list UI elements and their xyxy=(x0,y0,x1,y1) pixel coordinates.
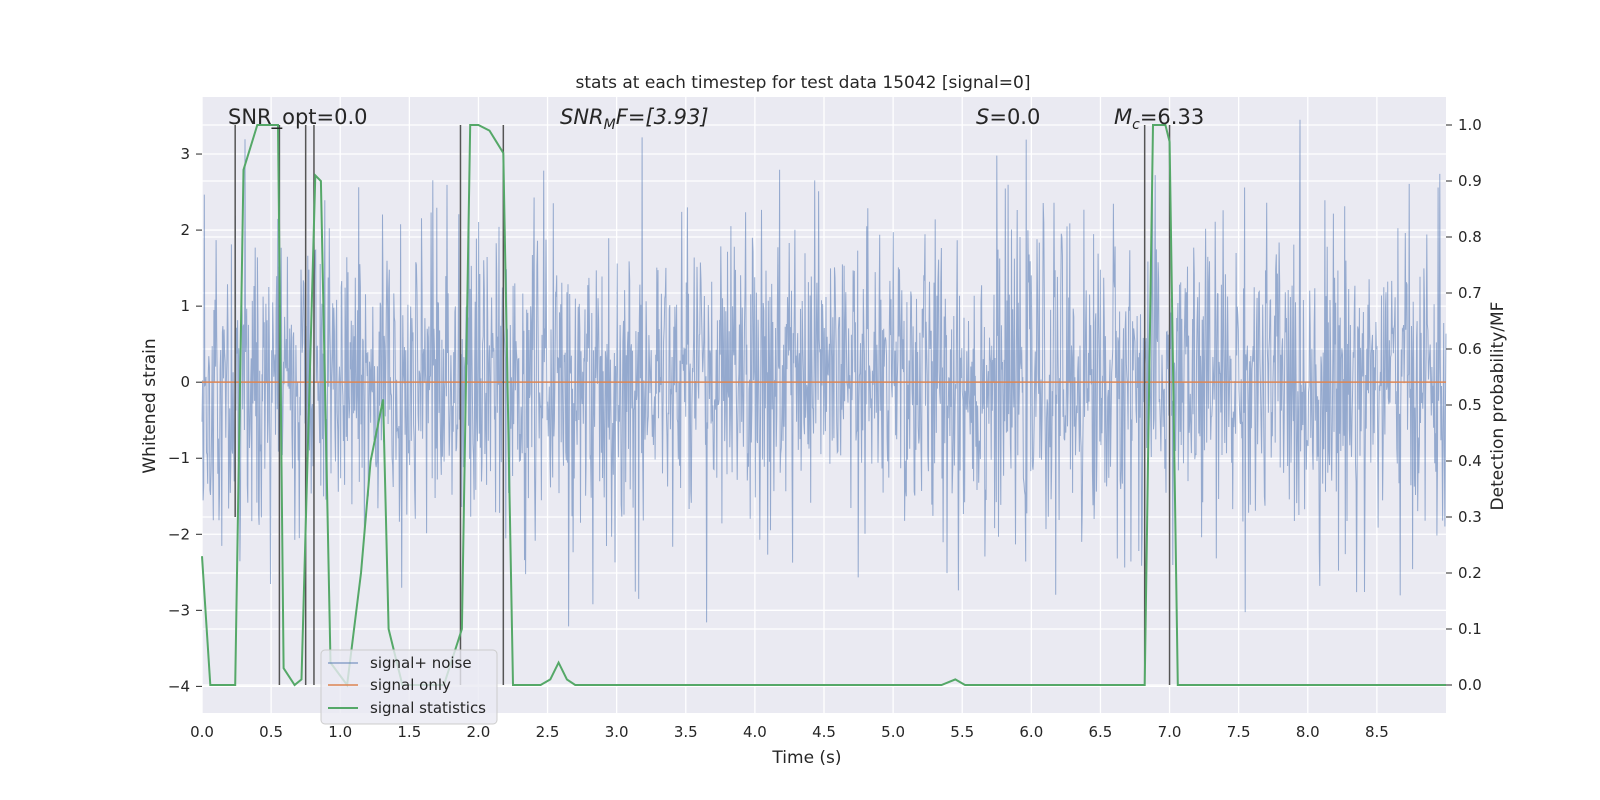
y-tick-label-right: 1.0 xyxy=(1458,116,1482,134)
x-tick-label: 6.0 xyxy=(1019,723,1043,741)
signal-statistics-line xyxy=(201,124,1446,688)
chart-title: stats at each timestep for test data 150… xyxy=(576,73,1031,93)
y-axis-label-right: Detection probability/MF xyxy=(1488,302,1508,511)
annotation-snr-mf-var: SNR xyxy=(560,105,604,129)
x-tick-label: 4.5 xyxy=(812,723,836,741)
x-tick-label: 8.0 xyxy=(1296,723,1320,741)
x-tick-label: 0.0 xyxy=(190,723,214,741)
x-tick-label: 0.5 xyxy=(259,723,283,741)
y-tick-label: 1 xyxy=(180,297,190,315)
y-tick-label: −1 xyxy=(168,449,190,467)
signal-statistics-series xyxy=(201,124,1446,688)
annotation-s-var: S xyxy=(976,105,989,129)
annotation-snr-mf-sub: M xyxy=(604,117,616,133)
annotation-mc-var: M xyxy=(1114,105,1132,129)
y-ticks-left: 3 2 1 0 −1 −2 −3 −4 xyxy=(168,145,202,695)
y-tick-label-right: 0.9 xyxy=(1458,172,1482,190)
x-tick-label: 2.5 xyxy=(536,723,560,741)
y-tick-label-right: 0.6 xyxy=(1458,340,1482,358)
legend-label-noise: signal+ noise xyxy=(370,654,472,672)
y-tick-label-right: 0.8 xyxy=(1458,228,1482,246)
y-tick-label: 0 xyxy=(180,373,190,391)
y-tick-label: −4 xyxy=(168,677,190,695)
x-tick-label: 1.0 xyxy=(328,723,352,741)
y-tick-label-right: 0.3 xyxy=(1458,508,1482,526)
annotation-mc: Mc=6.33 xyxy=(1114,105,1204,133)
y-tick-label-right: 0.7 xyxy=(1458,284,1482,302)
annotation-snr-mf: SNRMF=[3.93] xyxy=(560,105,709,133)
y-tick-label: 3 xyxy=(180,145,190,163)
legend-label-stats: signal statistics xyxy=(370,699,486,717)
y-tick-label: −2 xyxy=(168,525,190,543)
x-tick-label: 8.5 xyxy=(1365,723,1389,741)
y-tick-label: 2 xyxy=(180,221,190,239)
x-tick-label: 3.0 xyxy=(605,723,629,741)
annotation-mc-sub: c xyxy=(1132,117,1140,133)
x-tick-label: 1.5 xyxy=(397,723,421,741)
x-tick-label: 6.5 xyxy=(1089,723,1113,741)
annotation-mc-rest: =6.33 xyxy=(1140,105,1204,129)
legend: signal+ noise signal only signal statist… xyxy=(320,649,498,725)
x-axis-label: Time (s) xyxy=(771,748,841,768)
annotation-s-rest: =0.0 xyxy=(989,105,1040,129)
noise-series xyxy=(201,119,1447,627)
annotation-snr-mf-rest: F=[3.93] xyxy=(616,105,709,129)
legend-label-signal: signal only xyxy=(370,676,451,694)
x-tick-label: 3.5 xyxy=(674,723,698,741)
y-tick-label-right: 0.1 xyxy=(1458,620,1482,638)
noise-line xyxy=(201,119,1447,627)
x-ticks: 0.0 0.5 1.0 1.5 2.0 2.5 3.0 3.5 4.0 4.5 5.0 5.5 6.0 6… xyxy=(190,723,1389,741)
x-tick-label: 2.0 xyxy=(467,723,491,741)
x-tick-label: 5.5 xyxy=(950,723,974,741)
y-ticks-right: 1.0 0.9 0.8 0.7 0.6 0.5 0.4 0.3 0.2 0.1 0.0 xyxy=(1446,116,1482,694)
y-tick-label-right: 0.0 xyxy=(1458,676,1482,694)
x-tick-label: 5.0 xyxy=(881,723,905,741)
y-tick-label-right: 0.5 xyxy=(1458,396,1482,414)
y-axis-label: Whitened strain xyxy=(140,338,160,473)
y-tick-label-right: 0.4 xyxy=(1458,452,1482,470)
y-tick-label-right: 0.2 xyxy=(1458,564,1482,582)
y-tick-label: −3 xyxy=(168,601,190,619)
annotation-snr-opt: SNR_opt=0.0 xyxy=(228,105,368,130)
x-tick-label: 7.0 xyxy=(1158,723,1182,741)
annotation-s: S=0.0 xyxy=(976,105,1040,129)
legend-box xyxy=(320,649,498,725)
x-tick-label: 4.0 xyxy=(743,723,767,741)
x-tick-label: 7.5 xyxy=(1227,723,1251,741)
